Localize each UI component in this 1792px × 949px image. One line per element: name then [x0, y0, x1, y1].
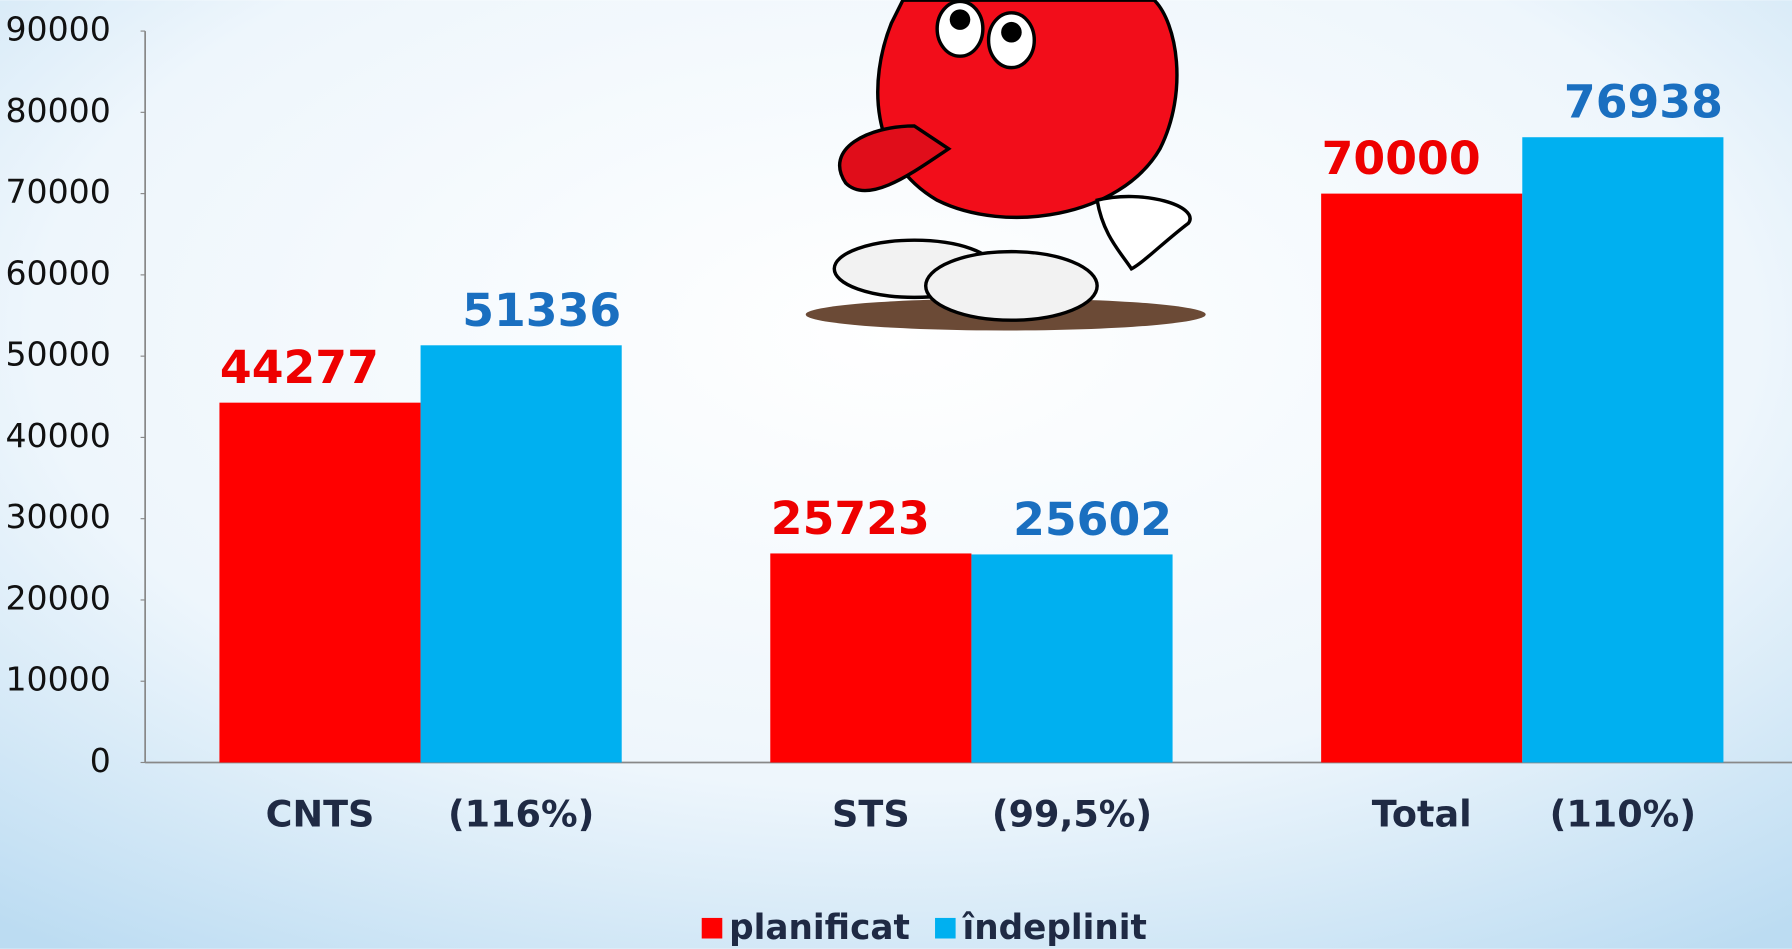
legend-swatch — [702, 918, 723, 939]
page: {"chart_data": {"type": "bar", "categori… — [0, 0, 1792, 949]
value-label: 44277 — [220, 341, 379, 394]
x-tick-note: (99,5%) — [992, 793, 1152, 836]
y-tick-label: 90000 — [5, 10, 110, 49]
x-tick-label: Total — [1372, 793, 1472, 836]
legend-label: îndeplinit — [961, 908, 1146, 948]
x-tick-label: CNTS — [266, 793, 375, 836]
y-tick-label: 80000 — [5, 91, 110, 130]
chart: planificat îndeplinit 0 10000 20000 30000 400… — [0, 0, 1792, 949]
x-tick-note: (116%) — [448, 793, 594, 836]
y-tick-label: 50000 — [5, 335, 110, 374]
value-label: 76938 — [1564, 76, 1723, 129]
bar — [1321, 194, 1522, 763]
value-label: 51336 — [462, 284, 621, 337]
bar — [421, 345, 622, 762]
x-tick-label: STS — [832, 793, 910, 836]
legend-label: planificat — [729, 908, 910, 948]
y-tick-label: 20000 — [5, 578, 110, 617]
y-tick-label: 30000 — [5, 497, 110, 536]
value-label: 25602 — [1013, 493, 1172, 546]
bar — [219, 403, 420, 763]
legend-swatch — [935, 918, 956, 939]
bar — [770, 553, 971, 762]
x-tick-note: (110%) — [1550, 793, 1696, 836]
value-label: 25723 — [771, 492, 930, 545]
value-label: 70000 — [1322, 132, 1481, 185]
y-tick-label: 70000 — [5, 172, 110, 211]
y-tick-label: 10000 — [5, 660, 110, 699]
y-tick-label: 40000 — [5, 416, 110, 455]
bar — [971, 554, 1172, 762]
y-tick-label: 60000 — [5, 253, 110, 292]
bar — [1522, 137, 1723, 762]
y-tick-label: 0 — [90, 741, 111, 780]
